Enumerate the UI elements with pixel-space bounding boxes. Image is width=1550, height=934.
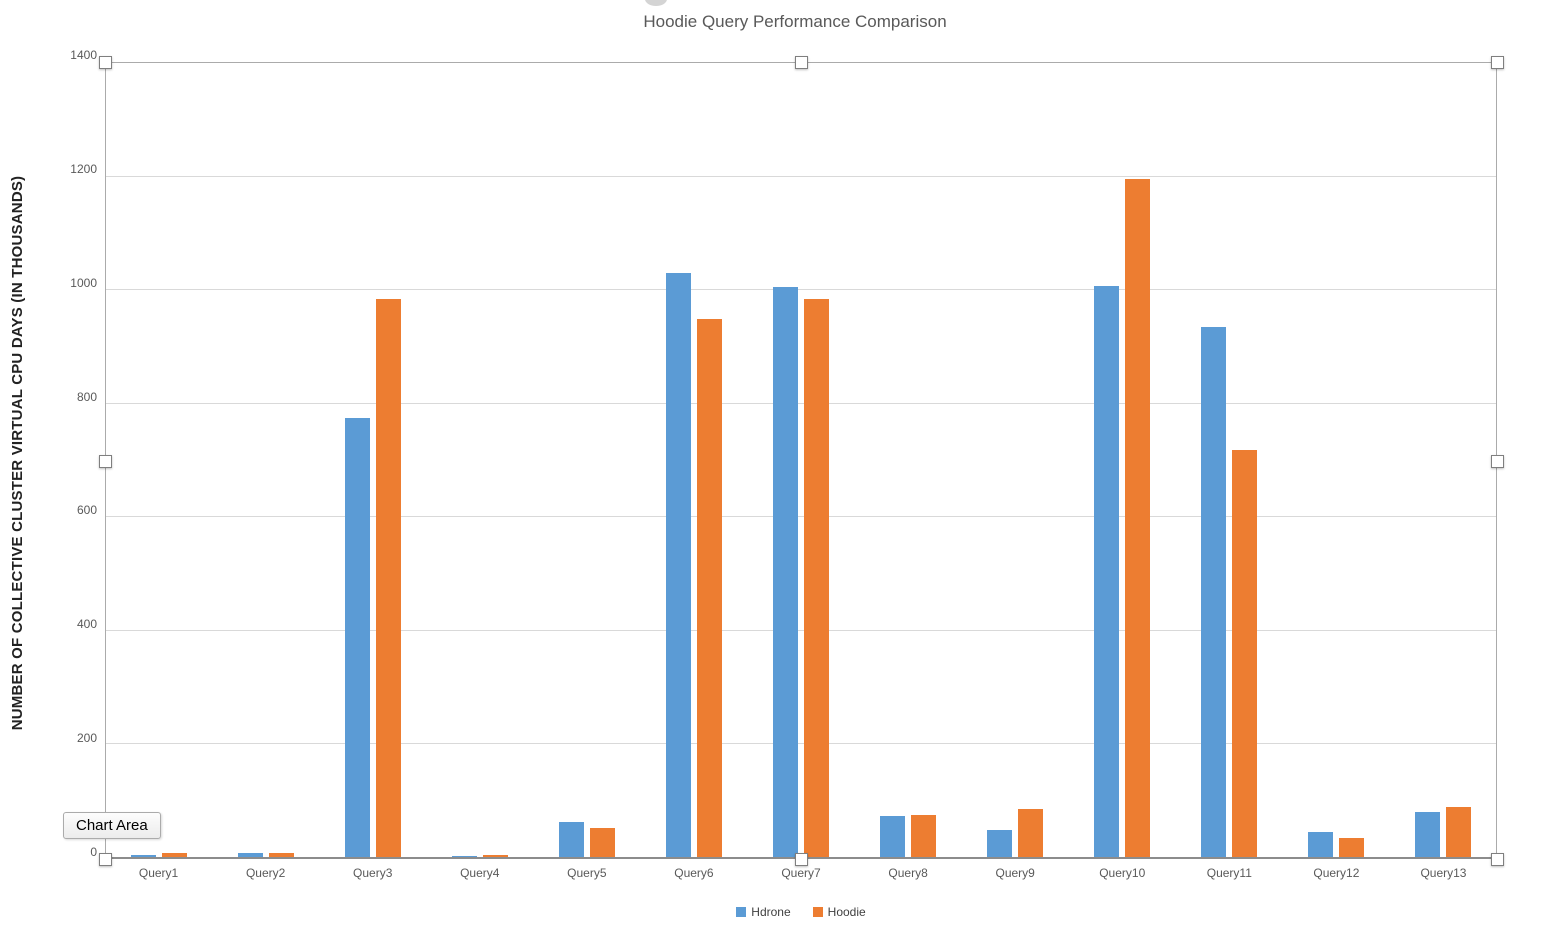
bar-hdrone-query3[interactable] [345,417,371,858]
x-axis-label-query13: Query13 [1420,866,1467,880]
bar-hdrone-query7[interactable] [772,287,798,858]
bar-hoodie-query2[interactable] [269,853,295,858]
legend-item-hoodie[interactable]: Hoodie [812,905,866,919]
bar-hdrone-query11[interactable] [1200,327,1226,858]
category-group-query4 [427,63,534,858]
selection-handle-top-left[interactable] [99,56,112,69]
bar-hoodie-query7[interactable] [803,298,829,858]
gridline [106,743,1496,745]
y-tick-label: 600 [76,503,97,518]
category-group-query5 [534,63,641,858]
bar-hoodie-query13[interactable] [1445,806,1471,858]
category-group-query12 [1282,63,1389,858]
bar-hdrone-query9[interactable] [986,829,1012,858]
bar-hdrone-query4[interactable] [452,855,478,858]
y-tick-label: 400 [76,617,97,632]
gridline [106,175,1496,177]
legend-swatch-hoodie [812,907,823,917]
bar-hoodie-query3[interactable] [376,298,402,858]
selection-handle-bottom-center[interactable] [795,853,808,866]
x-axis-label-query4: Query4 [460,866,500,880]
category-group-query1 [106,63,213,858]
legend-swatch-hdrone [736,907,747,917]
category-group-query7 [748,63,855,858]
x-axis-label-query8: Query8 [888,866,928,880]
bar-series [106,63,1496,858]
x-axis-label-query1: Query1 [138,866,179,880]
bar-hdrone-query6[interactable] [666,273,692,858]
gridline [106,516,1496,518]
category-group-query6 [641,63,748,858]
legend-label-hoodie: Hoodie [827,905,866,919]
bar-hoodie-query4[interactable] [483,855,509,858]
bar-hoodie-query9[interactable] [1017,809,1043,858]
bar-hdrone-query8[interactable] [879,815,905,858]
chart-area-tooltip: Chart Area [63,812,161,839]
x-axis-label-query2: Query2 [245,866,286,880]
category-group-query13 [1389,63,1496,858]
plot-area[interactable] [105,62,1497,859]
y-axis[interactable]: 0 200 400 600 800 1000 1200 1400 [0,48,97,859]
y-tick-label: 0 [90,845,97,859]
bar-hoodie-query10[interactable] [1124,179,1150,858]
x-axis-label-query7: Query7 [781,866,821,880]
gridline [106,289,1496,291]
bar-hoodie-query6[interactable] [697,318,723,858]
y-tick-label: 200 [76,731,97,746]
selection-handle-top-center[interactable] [795,56,808,69]
x-axis-label-query10: Query10 [1099,866,1146,880]
y-tick-label: 1000 [70,275,97,290]
bar-hdrone-query13[interactable] [1414,812,1440,858]
legend-label-hdrone: Hdrone [751,905,791,919]
selection-handle-top-right[interactable] [1491,56,1504,69]
selection-handle-bottom-right[interactable] [1491,853,1504,866]
x-axis-label-query9: Query9 [995,866,1035,880]
gridline [106,402,1496,404]
bar-hdrone-query2[interactable] [238,853,264,858]
selection-handle-mid-right[interactable] [1491,454,1504,468]
x-axis-label-query6: Query6 [674,866,714,880]
category-group-query10 [1068,63,1175,858]
bar-hdrone-query5[interactable] [559,822,585,858]
chart-object-handle[interactable] [645,0,667,6]
x-axis[interactable]: Query1 Query2 Query3 Query4 Query5 Query6 Quer… [105,866,1497,880]
bar-hoodie-query12[interactable] [1338,838,1364,858]
category-group-query2 [213,63,320,858]
x-axis-label-query5: Query5 [567,866,607,880]
category-group-query3 [320,63,427,858]
x-axis-label-query11: Query11 [1206,866,1252,880]
x-axis-label-query3: Query3 [353,866,393,880]
bar-hdrone-query12[interactable] [1307,832,1333,858]
bar-hdrone-query10[interactable] [1093,285,1119,858]
category-group-query8 [854,63,961,858]
bar-hoodie-query5[interactable] [590,828,616,858]
y-tick-label: 800 [76,389,97,404]
legend[interactable]: Hdrone Hoodie [105,905,1497,919]
category-group-query11 [1175,63,1282,858]
x-axis-label-query12: Query12 [1313,866,1360,880]
y-tick-label: 1400 [70,48,97,62]
bar-hoodie-query11[interactable] [1231,450,1257,858]
category-group-query9 [961,63,1068,858]
selection-handle-bottom-left[interactable] [99,853,112,866]
bar-hoodie-query1[interactable] [162,853,188,858]
bar-hdrone-query1[interactable] [131,855,157,858]
gridline [106,629,1496,631]
selection-handle-mid-left[interactable] [99,454,112,468]
legend-item-hdrone[interactable]: Hdrone [736,905,791,919]
y-tick-label: 1200 [70,161,97,176]
bar-hoodie-query8[interactable] [910,814,936,858]
chart-title[interactable]: Hoodie Query Performance Comparison [643,12,947,31]
